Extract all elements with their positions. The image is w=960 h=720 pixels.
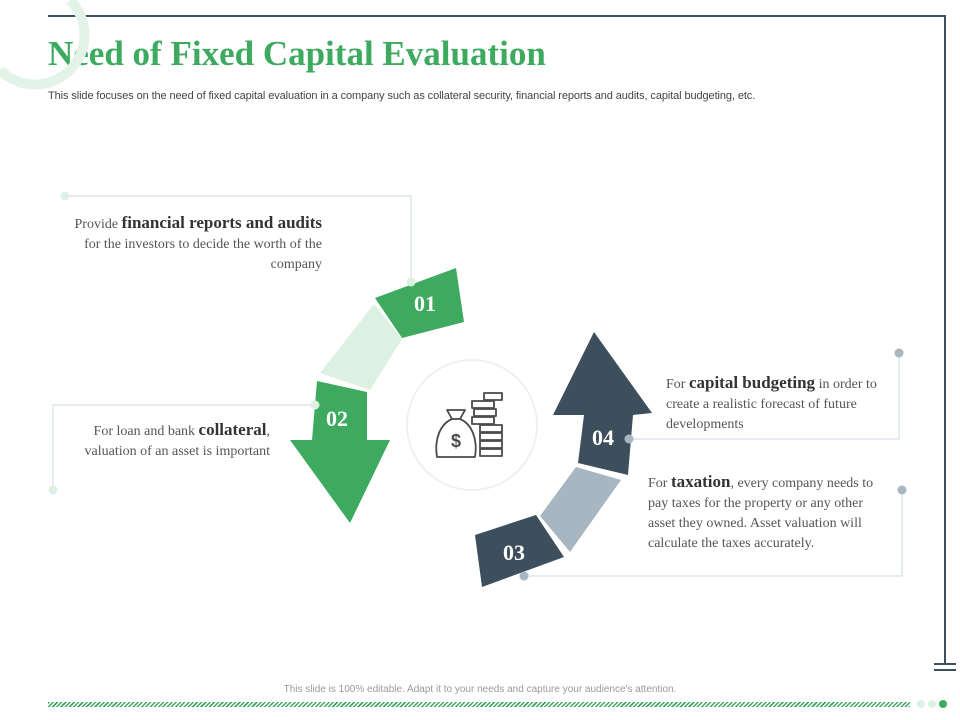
frame-bracket-bottom: [934, 669, 956, 671]
connector-dot-02-start: [48, 485, 58, 495]
footer-dot-1: [917, 700, 925, 708]
step-03-highlight: taxation: [670, 472, 731, 491]
center-circle: [406, 359, 538, 491]
step-04-description: For capital budgeting in order to create…: [666, 373, 877, 432]
connector-line-03: [524, 490, 903, 577]
connector-line-04: [629, 353, 900, 440]
step-04-highlight: capital budgeting: [688, 373, 816, 392]
connector-line-02: [52, 404, 315, 490]
connector-dot-04-start: [624, 434, 634, 444]
connector-dot-04-end: [894, 348, 904, 358]
step-number-04: 04: [592, 425, 614, 450]
frame-bracket-top: [934, 663, 956, 665]
svg-text:$: $: [451, 431, 461, 451]
segment-04: [553, 332, 652, 475]
step-02-description: For loan and bank collateral, valuation …: [84, 420, 270, 459]
segment-top-light: [320, 304, 402, 390]
money-bag-and-coins-icon: $: [435, 392, 503, 458]
connector-dot-02-end: [310, 400, 320, 410]
footer-dot-3: [939, 700, 947, 708]
frame-top-border: [48, 15, 946, 17]
corner-arc-decoration: [0, 0, 90, 90]
frame-right-border: [944, 15, 946, 665]
slide-title: Need of Fixed Capital Evaluation: [48, 34, 546, 73]
step-number-01: 01: [414, 291, 436, 316]
step-03-description: For taxation, every company needs to pay…: [648, 472, 874, 551]
segment-mid-grey: [540, 467, 621, 552]
step-02-highlight: collateral: [198, 420, 267, 439]
connector-dot-03-end: [897, 485, 907, 495]
segment-01: [375, 268, 464, 338]
step-01-highlight: financial reports and audits: [121, 213, 322, 232]
connector-dot-01-start: [60, 191, 70, 201]
step-number-02: 02: [326, 406, 348, 431]
footer-stripe: [48, 702, 910, 707]
connector-dot-03-start: [519, 571, 529, 581]
connector-line-01: [65, 195, 412, 282]
step-01-description: Provide financial reports and audits for…: [74, 213, 322, 272]
step-number-03: 03: [503, 540, 525, 565]
segment-03: [475, 515, 564, 587]
slide-subtitle: This slide focuses on the need of fixed …: [48, 90, 756, 102]
segment-02: [290, 381, 390, 523]
footer-note: This slide is 100% editable. Adapt it to…: [283, 684, 677, 695]
footer-dot-2: [928, 700, 936, 708]
connector-dot-01-end: [406, 277, 416, 287]
